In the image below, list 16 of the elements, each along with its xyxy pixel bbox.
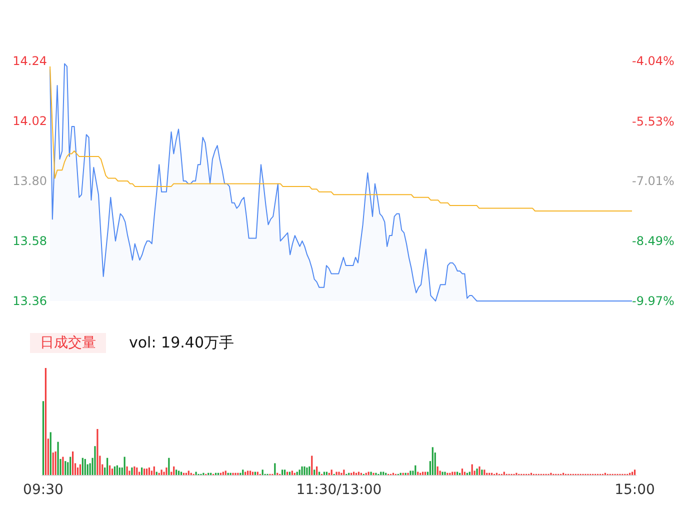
chart-title: 日成交量: [40, 335, 96, 351]
y-tick-label: 14.24: [12, 54, 47, 68]
x-tick-label: 11:30/13:00: [296, 482, 382, 498]
y-tick-label: 14.02: [12, 114, 47, 128]
y2-tick-label: -4.04%: [632, 54, 674, 68]
line-series: [50, 66, 632, 212]
x-tick-label: 09:30: [23, 482, 64, 498]
y2-tick-label: -8.49%: [632, 234, 674, 248]
y-tick-label: 13.36: [12, 294, 47, 308]
y2-tick-label: -5.53%: [632, 114, 674, 128]
chart-subtitle: vol: 19.40万手: [129, 334, 234, 352]
y2-tick-label: -9.97%: [632, 294, 674, 308]
x-tick-label: 15:00: [614, 482, 655, 498]
y-tick-label: 13.80: [12, 174, 47, 188]
y-tick-label: 13.58: [12, 234, 47, 248]
y2-tick-label: -7.01%: [632, 174, 674, 188]
